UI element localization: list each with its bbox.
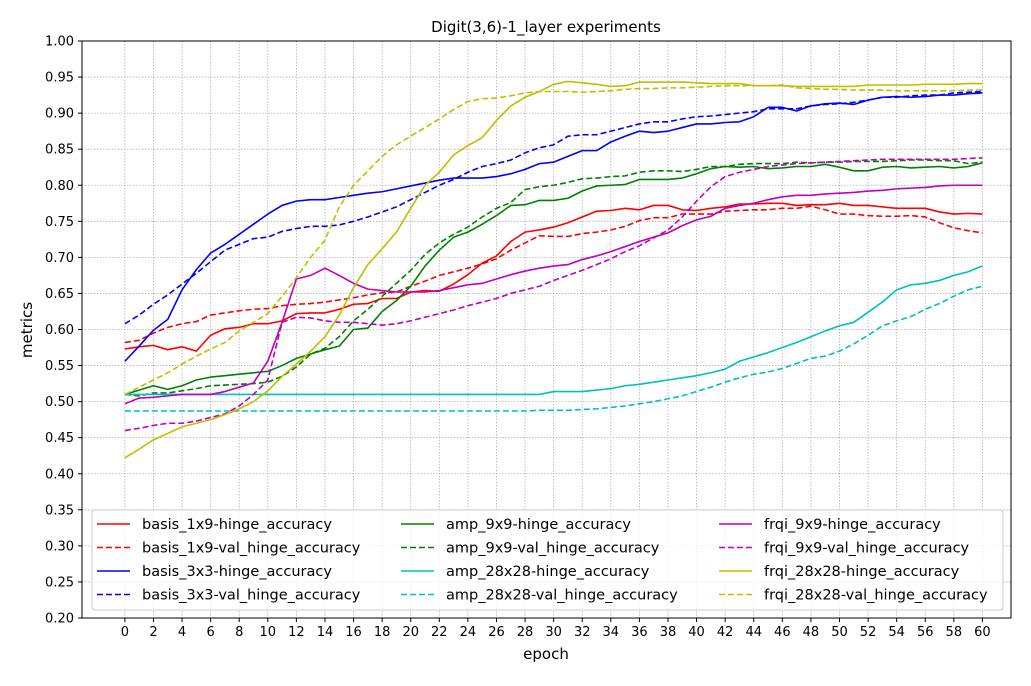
x-tick-label: 56 [917,625,934,640]
legend-label: amp_28x28-hinge_accuracy [446,564,650,580]
legend-label: basis_3x3-hinge_accuracy [142,564,332,580]
y-tick-label: 0.25 [45,575,74,590]
x-tick-label: 2 [149,625,157,640]
x-tick-label: 38 [660,625,677,640]
x-tick-label: 54 [888,625,905,640]
legend-label: basis_1x9-val_hinge_accuracy [142,541,361,557]
legend-label: frqi_9x9-val_hinge_accuracy [764,541,970,557]
series-line-3 [124,90,983,325]
x-tick-label: 6 [206,625,214,640]
series-line-9 [124,157,983,432]
y-tick-label: 0.45 [45,431,74,446]
x-tick-label: 50 [831,625,848,640]
y-tick-label: 0.55 [45,359,74,374]
x-tick-label: 34 [603,625,620,640]
legend-label: amp_9x9-val_hinge_accuracy [446,541,660,557]
series-line-0 [124,202,983,352]
x-tick-label: 44 [745,625,762,640]
y-tick-label: 0.40 [45,467,74,482]
x-tick-label: 4 [178,625,186,640]
y-tick-label: 0.75 [45,215,74,230]
legend-label: frqi_9x9-hinge_accuracy [764,517,941,533]
y-tick-label: 0.80 [45,179,74,194]
y-tick-label: 0.85 [45,143,74,158]
legend-label: basis_3x3-val_hinge_accuracy [142,588,361,604]
x-tick-label: 36 [631,625,648,640]
y-tick-label: 0.95 [45,71,74,86]
legend-label: frqi_28x28-hinge_accuracy [764,564,960,580]
y-axis-label: metrics [18,302,36,358]
series-line-4 [124,162,983,396]
x-tick-label: 16 [345,625,362,640]
x-tick-label: 40 [688,625,705,640]
x-tick-label: 32 [574,625,591,640]
x-tick-label: 52 [860,625,877,640]
series-line-10 [124,80,983,459]
legend-label: basis_1x9-hinge_accuracy [142,517,332,533]
legend: basis_1x9-hinge_accuracy basis_1x9-val_hi… [91,509,1004,611]
x-tick-label: 58 [946,625,963,640]
y-tick-label: 0.20 [45,612,74,627]
x-tick-label: 48 [803,625,820,640]
legend-box [91,509,1004,611]
series-line-7 [124,285,983,412]
x-tick-label: 30 [545,625,562,640]
x-tick-label: 0 [121,625,129,640]
x-tick-label: 14 [317,625,334,640]
x-axis-ticks: 0 2 4 6 8 10 12 14 16 18 20 22 24 26 28 30 32 34 36 38 40 42 4… [121,618,991,640]
x-tick-label: 20 [402,625,419,640]
x-tick-label: 28 [517,625,534,640]
chart-title: Digit(3,6)-1_layer experiments [431,18,661,37]
x-tick-label: 26 [488,625,505,640]
x-tick-label: 60 [974,625,991,640]
series-layer [124,80,983,459]
y-tick-label: 0.50 [45,395,74,410]
y-tick-label: 1.00 [45,35,74,50]
y-tick-label: 0.30 [45,539,74,554]
y-tick-label: 0.60 [45,323,74,338]
series-line-6 [124,265,983,396]
y-tick-label: 0.65 [45,287,74,302]
x-tick-label: 24 [460,625,477,640]
series-line-11 [124,84,983,396]
series-line-8 [124,184,983,405]
legend-label: amp_9x9-hinge_accuracy [446,517,631,533]
series-line-1 [124,205,983,344]
y-tick-label: 0.35 [45,503,74,518]
x-tick-label: 22 [431,625,448,640]
legend-label: amp_28x28-val_hinge_accuracy [446,588,678,604]
y-tick-label: 0.90 [45,107,74,122]
y-axis-ticks: 0.20 0.25 0.30 0.35 0.40 0.45 0.50 0.55 0.60 0.65… [45,35,82,627]
series-line-2 [124,92,983,362]
x-tick-label: 12 [288,625,305,640]
x-tick-label: 46 [774,625,791,640]
x-tick-label: 8 [235,625,243,640]
x-tick-label: 18 [374,625,391,640]
x-tick-label: 10 [260,625,277,640]
x-axis-label: epoch [523,645,569,663]
legend-label: frqi_28x28-val_hinge_accuracy [764,588,988,604]
y-tick-label: 0.70 [45,251,74,266]
x-tick-label: 42 [717,625,734,640]
